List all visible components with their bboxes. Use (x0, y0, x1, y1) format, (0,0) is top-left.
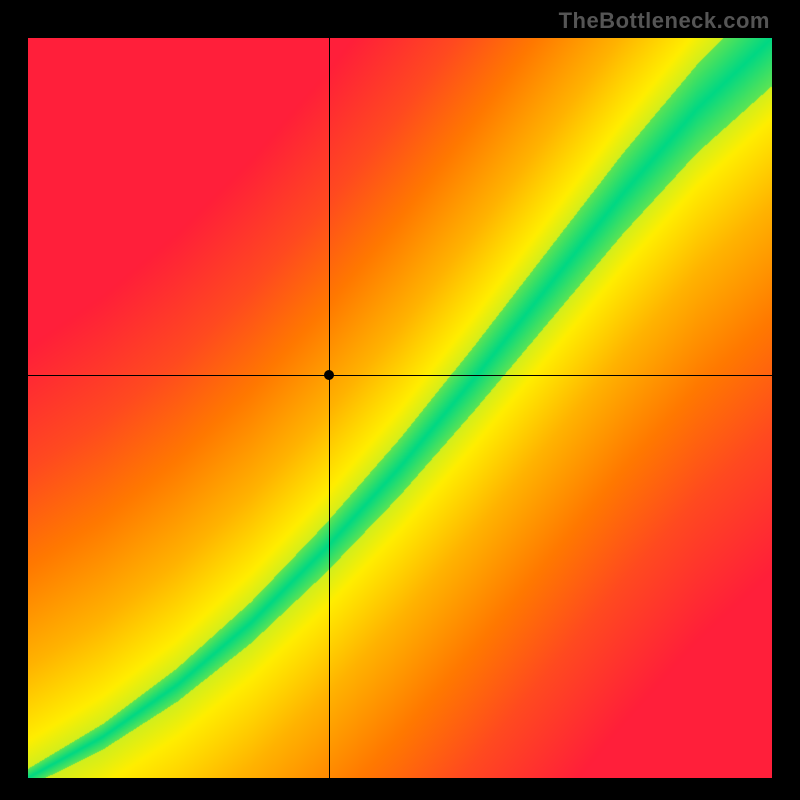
heatmap-plot-area (28, 38, 772, 778)
crosshair-vertical (329, 38, 330, 778)
watermark-text: TheBottleneck.com (559, 8, 770, 34)
crosshair-marker (324, 370, 334, 380)
heatmap-chart (28, 38, 772, 778)
heatmap-canvas (28, 38, 772, 778)
crosshair-horizontal (28, 375, 772, 376)
